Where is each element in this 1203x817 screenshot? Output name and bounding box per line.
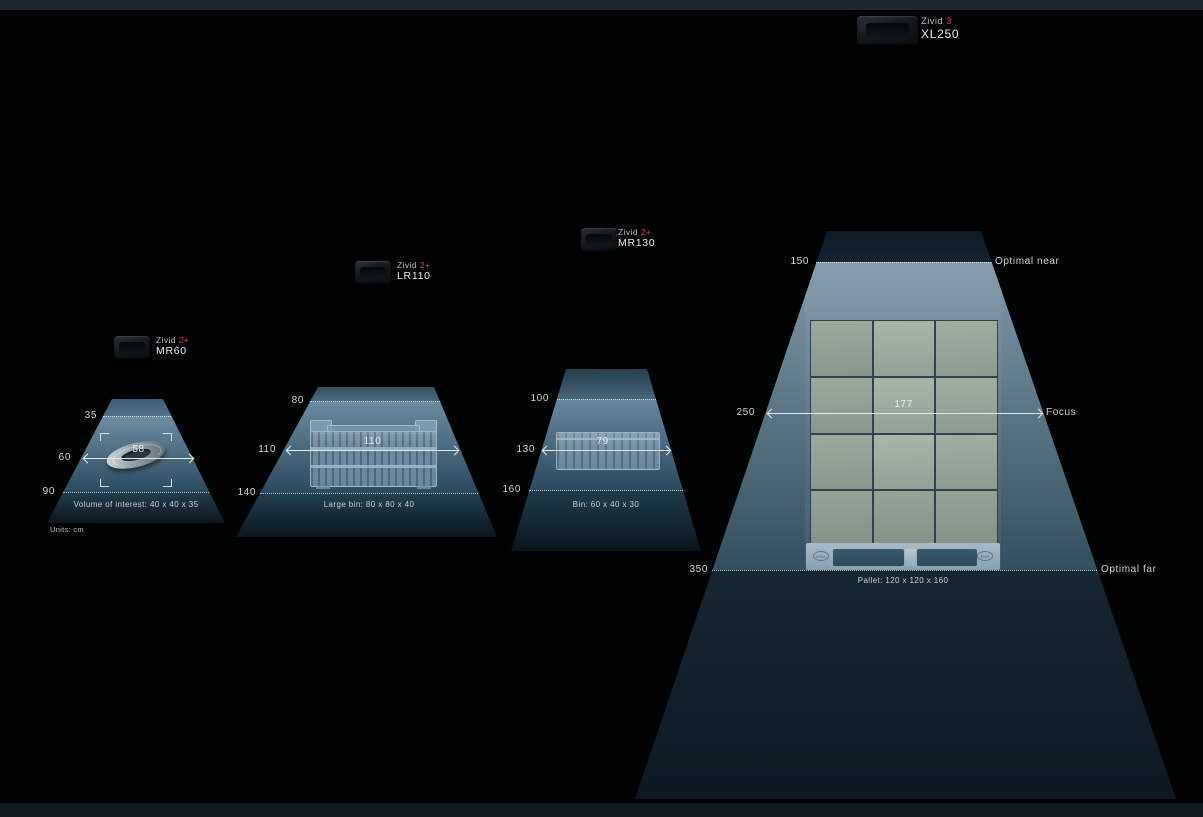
pallet-box — [811, 321, 872, 376]
optimal-near-label: Optimal near — [995, 256, 1060, 267]
width-arrow-lr110: 110 — [287, 436, 458, 451]
generation-text: 2+ — [178, 335, 190, 345]
pallet-box — [811, 491, 872, 546]
pallet-box — [873, 377, 935, 433]
camera-icon-mr130 — [581, 228, 617, 251]
near-distance-line — [557, 399, 656, 400]
pallet-center-block — [905, 549, 916, 566]
far-distance-line — [529, 490, 683, 491]
optimal-far-value: 350 — [689, 564, 708, 575]
scene-caption: Large bin: 80 x 80 x 40 — [323, 500, 415, 509]
far-distance-value: 140 — [237, 487, 256, 498]
brand-text: Zivid 2+ — [397, 260, 431, 270]
pallet-box-stack — [810, 320, 998, 547]
bottom-border-strip — [0, 803, 1203, 817]
focus-distance-value: 250 — [736, 407, 755, 418]
camera-label-xl250: Zivid 3 XL250 — [921, 16, 959, 42]
eur-badge: EUR — [977, 551, 993, 561]
mid-distance-value: 130 — [516, 444, 535, 455]
large-bin-object — [310, 420, 437, 489]
camera-label-mr130: Zivid 2+ MR130 — [618, 227, 655, 250]
near-distance-value: 100 — [530, 393, 549, 404]
brand-text: Zivid 2+ — [618, 227, 652, 237]
camera-icon-xl250 — [857, 16, 918, 45]
width-arrow-mr130: 79 — [543, 436, 670, 451]
near-distance-value: 35 — [84, 410, 97, 421]
near-distance-line — [103, 416, 171, 417]
model-text: MR60 — [156, 345, 187, 358]
pallet-box — [873, 321, 935, 376]
width-value: 79 — [596, 436, 609, 447]
focus-brackets-icon — [100, 433, 172, 487]
width-value: 58 — [132, 444, 145, 455]
mid-distance-value: 60 — [58, 452, 71, 463]
camera-icon-lr110 — [355, 261, 391, 284]
camera-label-mr60: Zivid 2+ MR60 — [156, 335, 189, 358]
optimal-near-value: 150 — [790, 256, 809, 267]
model-text: LR110 — [397, 270, 431, 283]
far-distance-value: 90 — [42, 486, 55, 497]
optimal-near-line — [816, 262, 991, 263]
focus-width-arrow: 177 — [768, 399, 1042, 414]
pallet-pocket — [833, 549, 904, 566]
pallet-box — [873, 434, 935, 490]
width-arrow-mr60: 58 — [84, 444, 193, 459]
optimal-far-line — [712, 570, 1097, 571]
far-distance-line — [63, 492, 209, 493]
brand-text: Zivid 2+ — [156, 335, 190, 345]
pallet-box — [936, 321, 997, 376]
camera-icon-mr60 — [114, 336, 150, 359]
cone-far-section — [511, 490, 701, 551]
generation-text: 3 — [946, 16, 952, 27]
far-distance-value: 160 — [502, 484, 521, 495]
mid-distance-value: 110 — [258, 444, 276, 455]
width-value: 110 — [363, 436, 382, 447]
width-value: 177 — [894, 399, 913, 410]
cone-far-section — [236, 493, 497, 537]
units-label: Units: cm — [50, 525, 84, 534]
pallet-box — [936, 434, 997, 490]
camera-label-lr110: Zivid 2+ LR110 — [397, 260, 431, 283]
cone-near-section — [635, 231, 1176, 262]
model-text: XL250 — [921, 27, 960, 42]
scene-caption: Volume of interest: 40 x 40 x 35 — [73, 500, 199, 509]
cone-near-section — [236, 387, 497, 401]
focus-label: Focus — [1046, 407, 1077, 418]
scene-caption: Bin: 60 x 40 x 30 — [572, 500, 640, 509]
pallet-box — [811, 434, 872, 490]
near-distance-value: 80 — [291, 395, 304, 406]
cone-far-section — [635, 570, 1176, 799]
pallet-box — [873, 491, 935, 546]
far-distance-line — [260, 493, 478, 494]
pallet-object: EPAL EUR — [806, 543, 1000, 570]
generation-text: 2+ — [640, 227, 652, 237]
optimal-far-label: Optimal far — [1101, 564, 1157, 575]
brand-text: Zivid 3 — [921, 16, 952, 27]
top-border-strip — [0, 0, 1203, 10]
scene-caption: Pallet: 120 x 120 x 160 — [857, 576, 949, 585]
pallet-box — [811, 377, 872, 433]
pallet-box — [936, 491, 997, 546]
model-text: MR130 — [618, 237, 656, 250]
pallet-box — [936, 377, 997, 433]
epal-badge: EPAL — [813, 551, 829, 561]
cone-far-section — [47, 492, 225, 523]
pallet-pocket — [917, 549, 977, 566]
bin-object — [556, 432, 660, 470]
generation-text: 2+ — [419, 260, 431, 270]
near-distance-line — [310, 401, 440, 402]
